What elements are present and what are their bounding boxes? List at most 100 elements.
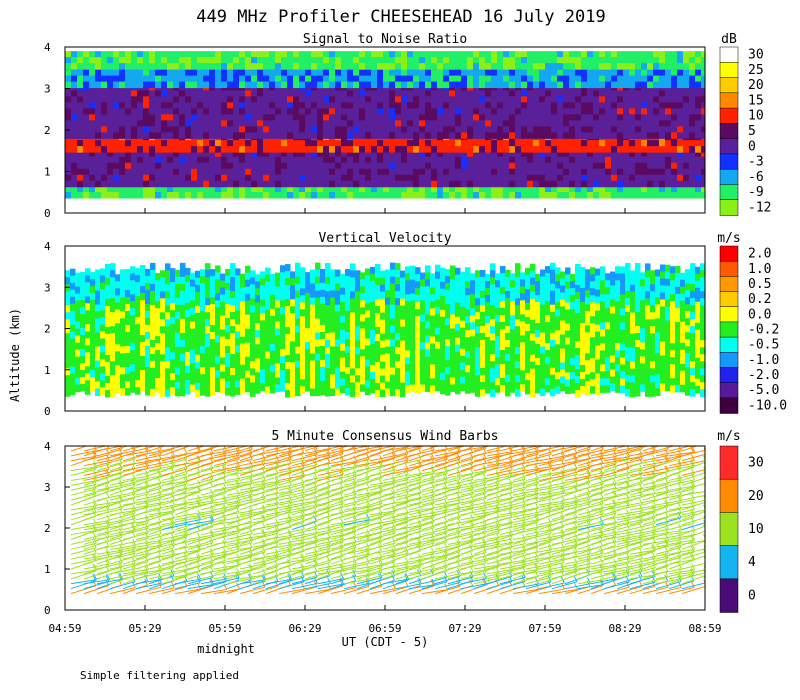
snr-cell — [659, 132, 666, 139]
snr-cell — [431, 90, 438, 97]
snr-cell — [173, 186, 180, 193]
snr-cell — [647, 75, 654, 83]
snr-cell — [335, 75, 342, 83]
snr-cell — [77, 96, 84, 103]
vv-cell — [485, 322, 491, 331]
snr-cell — [119, 168, 126, 176]
snr-cell — [611, 140, 618, 147]
snr-cell — [287, 132, 294, 139]
snr-cell — [563, 57, 570, 64]
vv-cell — [90, 307, 96, 315]
snr-cell — [89, 114, 96, 121]
vv-cell — [205, 375, 211, 383]
vv-cell — [435, 341, 441, 350]
vv-cell — [285, 278, 291, 286]
snr-cell — [587, 186, 594, 193]
vv-cell — [470, 364, 476, 372]
vv-cell — [290, 334, 296, 342]
vv-cell — [195, 368, 201, 377]
vv-cell — [240, 357, 246, 366]
vv-cell — [435, 383, 441, 392]
snr-cell — [689, 81, 696, 89]
vv-cell — [450, 265, 456, 273]
snr-cell — [413, 146, 420, 153]
snr-cell — [611, 63, 618, 70]
snr-cell — [281, 90, 288, 97]
vv-cell — [555, 281, 561, 289]
vv-cell — [295, 318, 301, 327]
vv-cell — [450, 272, 456, 280]
vv-cell — [285, 383, 291, 391]
snr-cell — [257, 150, 264, 158]
snr-cell — [521, 132, 528, 139]
snr-cell — [623, 108, 630, 115]
vv-cell — [395, 354, 401, 362]
vv-cell — [415, 365, 421, 373]
vv-cell — [215, 342, 221, 350]
vv-cell — [415, 309, 421, 317]
snr-cell — [125, 102, 132, 109]
vv-cell — [375, 362, 381, 370]
snr-cell — [569, 192, 576, 199]
snr-cell — [419, 81, 426, 89]
vv-cell — [440, 274, 446, 283]
snr-cell — [689, 132, 696, 139]
snr-cell — [329, 146, 336, 153]
snr-cell — [569, 186, 576, 193]
snr-cell — [395, 156, 402, 164]
vv-cell — [175, 318, 181, 327]
vv-cell — [320, 338, 326, 347]
snr-cell — [539, 162, 546, 170]
snr-cell — [599, 81, 606, 89]
snr-cell — [149, 162, 156, 170]
vv-cell — [175, 290, 181, 299]
vv-cell — [355, 340, 361, 348]
snr-cell — [701, 81, 705, 89]
vv-cell — [195, 361, 201, 370]
vv-cell — [625, 381, 631, 390]
snr-cell — [629, 90, 636, 97]
vv-cell — [105, 270, 111, 279]
snr-cell — [347, 132, 354, 139]
vv-cell — [560, 327, 566, 335]
snr-cell — [677, 63, 684, 70]
snr-cell — [221, 126, 228, 133]
snr-cell — [665, 75, 672, 83]
vv-cell — [380, 361, 386, 370]
vv-cell — [630, 326, 636, 335]
snr-cell — [371, 90, 378, 97]
vv-cell — [265, 337, 271, 346]
snr-cell — [479, 63, 486, 70]
snr-cell — [281, 140, 288, 147]
vv-cell — [210, 283, 216, 291]
vv-cell — [445, 283, 451, 291]
snr-cell — [641, 57, 648, 64]
vv-cell — [75, 377, 81, 386]
vv-cell — [380, 354, 386, 363]
vv-cell — [435, 264, 441, 273]
vv-cell — [325, 333, 331, 341]
vv-cell — [465, 274, 471, 282]
snr-cell — [125, 150, 132, 158]
snr-cell — [359, 57, 366, 64]
vv-cell — [380, 291, 386, 300]
snr-cell — [179, 120, 186, 127]
snr-cell — [335, 69, 342, 77]
snr-cell — [119, 57, 126, 64]
vv-cell — [495, 301, 501, 309]
vv-cell — [85, 359, 91, 367]
snr-cell — [479, 146, 486, 153]
snr-cell — [311, 81, 318, 89]
snr-cell — [581, 120, 588, 127]
snr-cell — [221, 156, 228, 164]
vv-cell — [390, 332, 396, 341]
snr-cell — [65, 69, 72, 77]
snr-cell — [311, 156, 318, 164]
snr-cell — [641, 180, 648, 188]
snr-cell — [131, 140, 138, 147]
snr-cell — [569, 114, 576, 121]
vv-cell — [565, 281, 571, 289]
snr-cell — [665, 102, 672, 109]
vv-cell — [250, 291, 256, 299]
vv-cell — [75, 307, 81, 316]
